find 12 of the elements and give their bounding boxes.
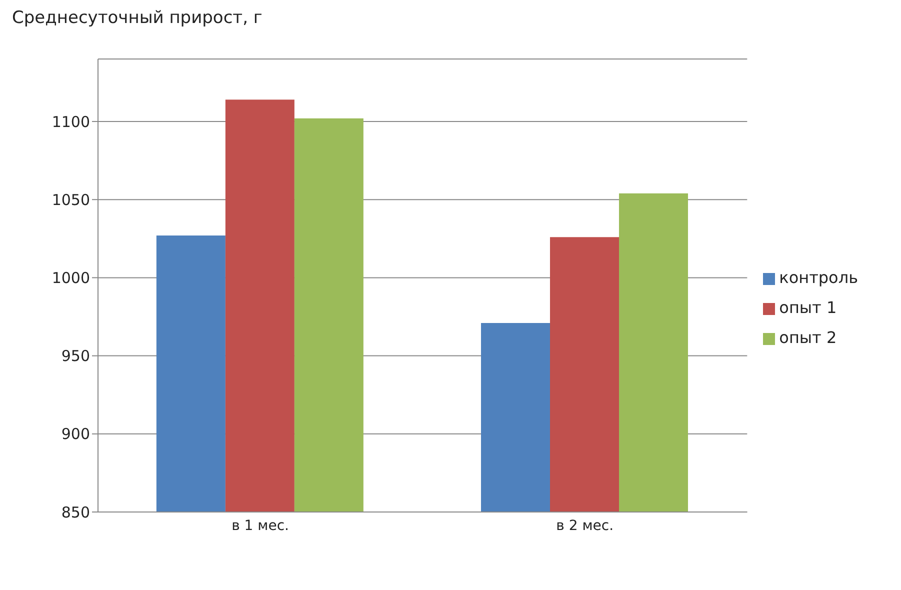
y-tick-label: 850: [61, 503, 90, 522]
x-tick-label: в 2 мес.: [556, 518, 614, 534]
y-tick-label: 1100: [52, 112, 90, 131]
y-tick-label: 950: [61, 347, 90, 366]
legend-label: опыт 1: [779, 298, 837, 317]
y-tick-label: 1000: [52, 269, 90, 288]
y-tick-label: 900: [61, 425, 90, 444]
x-tick-label: в 1 мес.: [232, 518, 289, 534]
legend-label: контроль: [779, 268, 858, 287]
legend-label: опыт 2: [779, 328, 837, 347]
y-tick-label: 1050: [52, 190, 90, 209]
chart-title: Среднесуточный прирост, г: [11, 8, 264, 30]
